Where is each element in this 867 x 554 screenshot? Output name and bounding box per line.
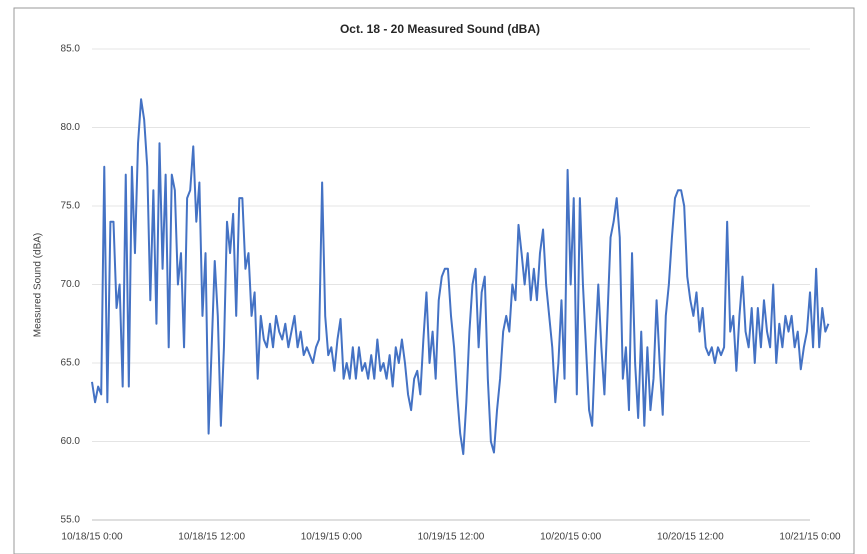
x-tick-label: 10/20/15 0:00 [540, 532, 602, 543]
y-tick-label: 70.0 [61, 279, 81, 290]
x-tick-label: 10/18/15 0:00 [61, 532, 123, 543]
y-tick-label: 80.0 [61, 122, 81, 133]
x-tick-label: 10/19/15 0:00 [301, 532, 363, 543]
y-tick-label: 60.0 [61, 436, 81, 447]
y-tick-label: 85.0 [61, 44, 81, 55]
data-line [91, 98, 830, 456]
y-tick-label: 75.0 [61, 201, 81, 212]
y-tick-label: 55.0 [61, 515, 81, 526]
x-tick-label: 10/19/15 12:00 [418, 532, 485, 543]
x-tick-label: 10/21/15 0:00 [779, 532, 841, 543]
x-tick-label: 10/18/15 12:00 [178, 532, 245, 543]
chart-title: Oct. 18 - 20 Measured Sound (dBA) [340, 22, 540, 36]
chart-frame [13, 7, 855, 554]
y-tick-label: 65.0 [61, 358, 81, 369]
x-tick-label: 10/20/15 12:00 [657, 532, 724, 543]
y-axis-label: Measured Sound (dBA) [33, 233, 44, 338]
